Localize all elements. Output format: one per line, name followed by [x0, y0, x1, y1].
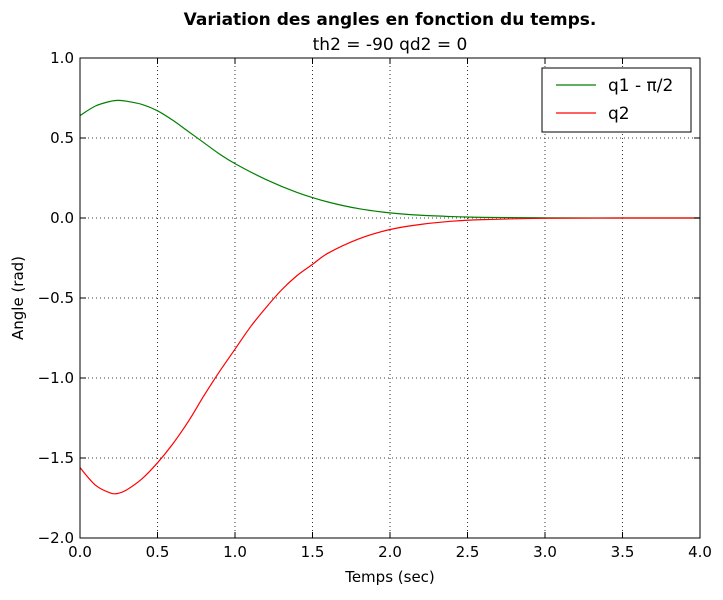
legend-label: q2 — [608, 104, 630, 124]
y-tick-label: 0.5 — [50, 129, 74, 147]
y-tick-label: 1.0 — [50, 49, 74, 67]
series-line-q1-2 — [79, 99, 701, 219]
series-layer — [79, 99, 701, 495]
y-tick-label: −0.5 — [38, 289, 74, 307]
x-tick-label: 4.0 — [688, 543, 712, 561]
legend-box — [541, 67, 692, 133]
axis-ticks — [79, 57, 701, 539]
x-tick-label: 2.0 — [378, 543, 402, 561]
x-tick-label: 0.5 — [146, 543, 170, 561]
chart-subtitle: th2 = -90 qd2 = 0 — [313, 35, 468, 55]
x-tick-labels: 0.0 0.5 1.0 1.5 2.0 2.5 3.0 3.5 4.0 — [68, 543, 712, 561]
x-tick-label: 3.5 — [611, 543, 635, 561]
series-line-q2 — [79, 217, 701, 495]
legend: q1 - π/2 q2 — [541, 67, 692, 133]
y-tick-label: −1.0 — [38, 369, 74, 387]
x-tick-label: 1.5 — [301, 543, 325, 561]
x-axis-label: Temps (sec) — [344, 568, 435, 586]
x-tick-label: 1.0 — [223, 543, 247, 561]
x-tick-label: 3.0 — [533, 543, 557, 561]
x-tick-label: 2.5 — [456, 543, 480, 561]
chart-title: Variation des angles en fonction du temp… — [184, 10, 597, 30]
y-tick-label: −2.0 — [38, 529, 74, 547]
y-axis-label: Angle (rad) — [9, 256, 27, 340]
x-tick-label: 0.0 — [68, 543, 92, 561]
y-tick-labels: 1.0 0.5 0.0 −0.5 −1.0 −1.5 −2.0 — [38, 49, 74, 547]
y-tick-label: 0.0 — [50, 209, 74, 227]
grid-lines — [80, 58, 700, 538]
legend-label: q1 - π/2 — [608, 76, 673, 96]
y-tick-label: −1.5 — [38, 449, 74, 467]
